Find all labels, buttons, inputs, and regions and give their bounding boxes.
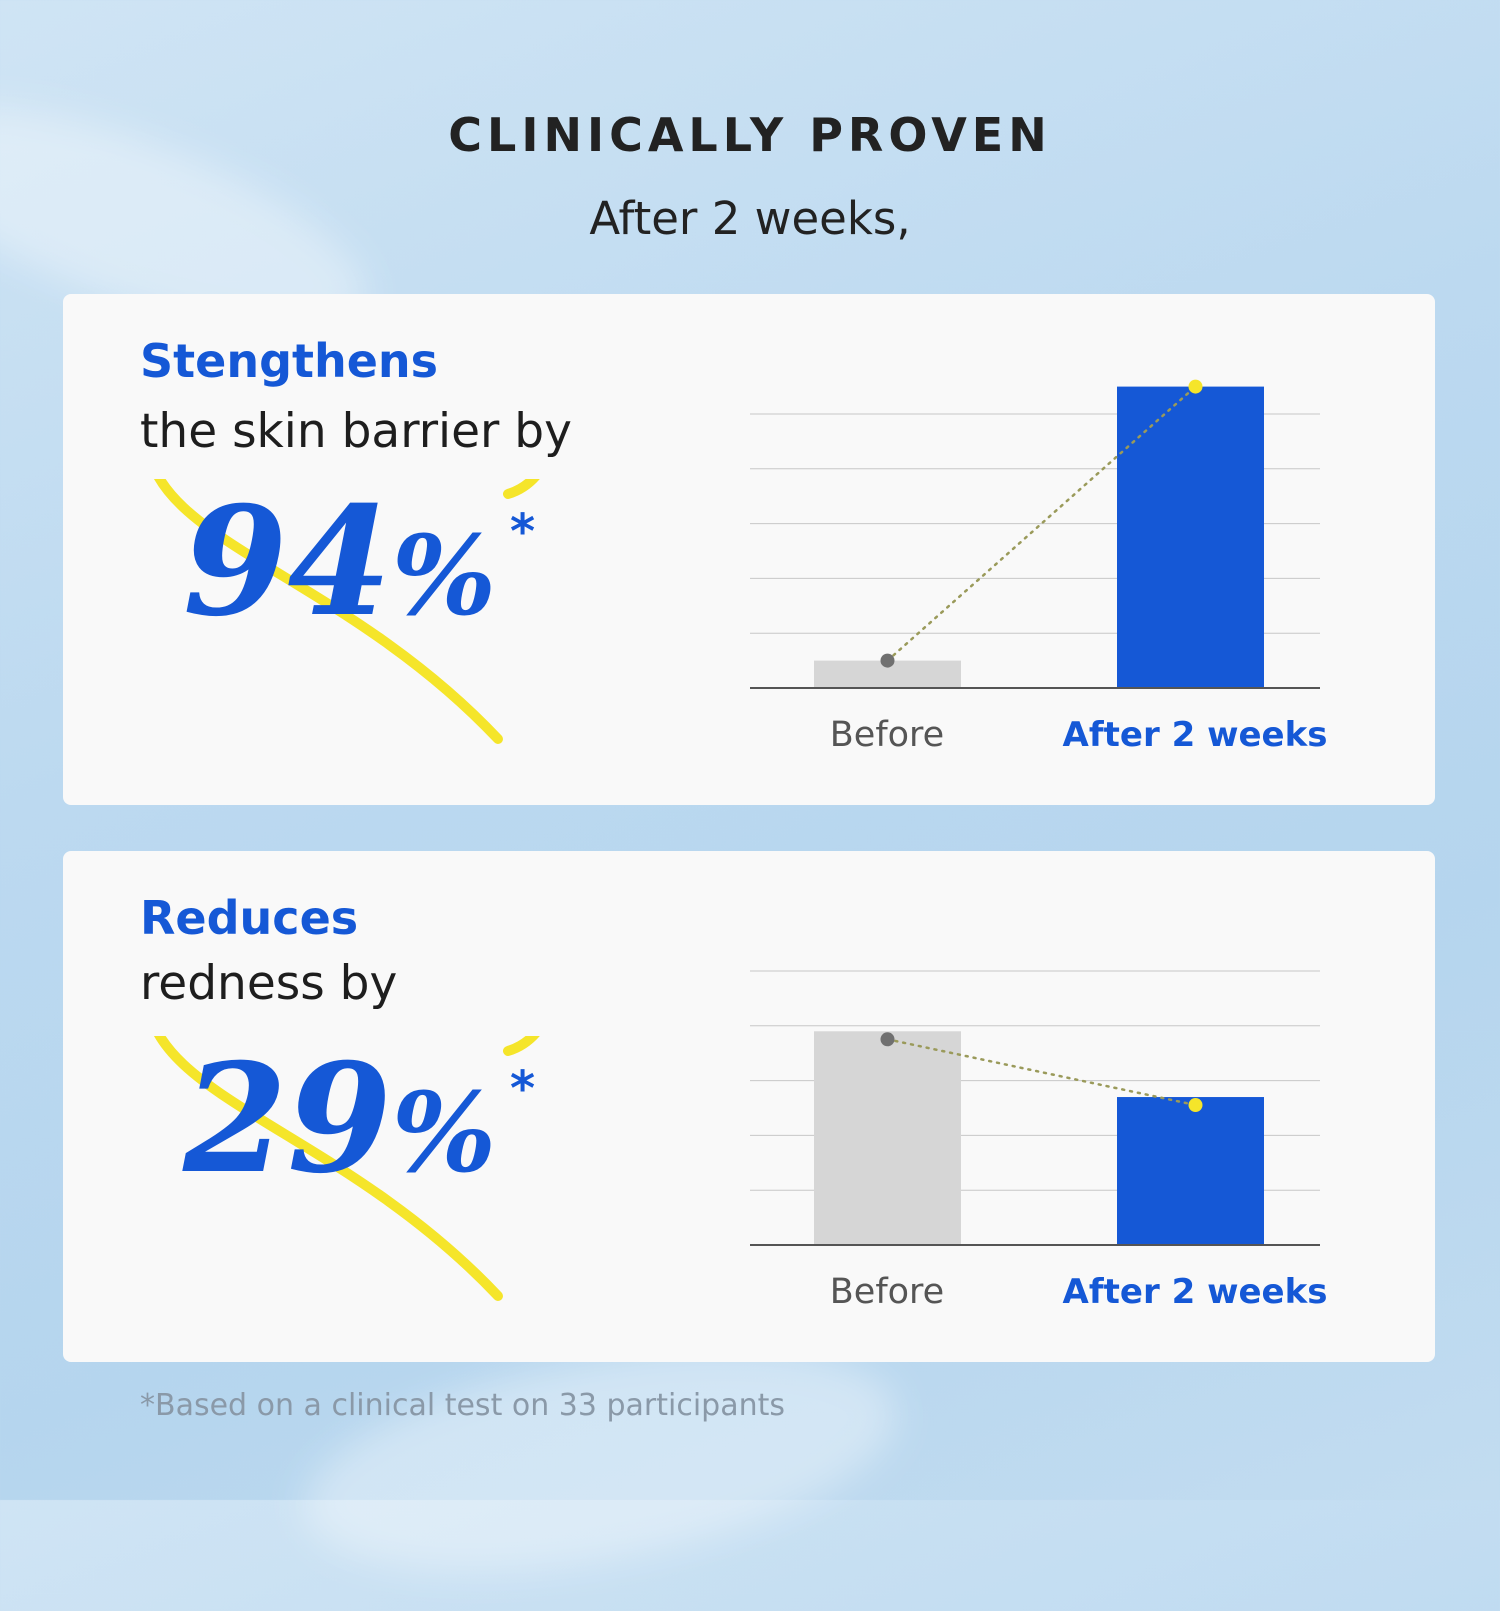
- barrier-chart: Before After 2 weeks: [750, 379, 1328, 754]
- stat-unit: %: [391, 511, 497, 640]
- asterisk: *: [510, 504, 536, 560]
- footnote: *Based on a clinical test on 33 particip…: [140, 1388, 785, 1423]
- marker-before: [880, 653, 895, 668]
- barrier-card: Stengthens the skin barrier by 94% * Bef…: [63, 294, 1435, 805]
- marker-after: [1188, 1098, 1203, 1113]
- category-label: After 2 weeks: [1063, 1272, 1328, 1311]
- card-heading: Stengthens: [140, 334, 439, 388]
- category-label: Before: [830, 1272, 944, 1311]
- card-description: the skin barrier by: [140, 404, 572, 459]
- bar-before: [814, 1031, 961, 1245]
- marker-after: [1188, 379, 1203, 394]
- stat-number: 94: [183, 474, 392, 650]
- card-heading: Reduces: [140, 891, 359, 945]
- bar-after: [1117, 1097, 1264, 1245]
- highlight-circle-icon: [154, 479, 540, 744]
- stat-unit: %: [391, 1068, 497, 1197]
- bar-after: [1117, 386, 1264, 688]
- card-description: redness by: [140, 956, 398, 1011]
- redness-card: Reduces redness by 29% * Before After 2 w…: [63, 851, 1435, 1362]
- stat-badge: 94% *: [138, 474, 578, 759]
- category-label: After 2 weeks: [1063, 715, 1328, 754]
- marker-before: [880, 1032, 895, 1047]
- redness-chart: Before After 2 weeks: [750, 970, 1328, 1311]
- stat-value: 29%: [183, 1031, 496, 1207]
- stat-value: 94%: [183, 474, 496, 650]
- category-label: Before: [830, 715, 944, 754]
- page-subtitle: After 2 weeks,: [589, 192, 911, 245]
- stat-number: 29: [183, 1031, 392, 1207]
- asterisk: *: [510, 1061, 536, 1117]
- highlight-circle-icon: [154, 1036, 540, 1301]
- stat-badge: 29% *: [138, 1031, 578, 1316]
- page-title: CLINICALLY PROVEN: [448, 108, 1052, 162]
- trend-line: [886, 385, 1197, 662]
